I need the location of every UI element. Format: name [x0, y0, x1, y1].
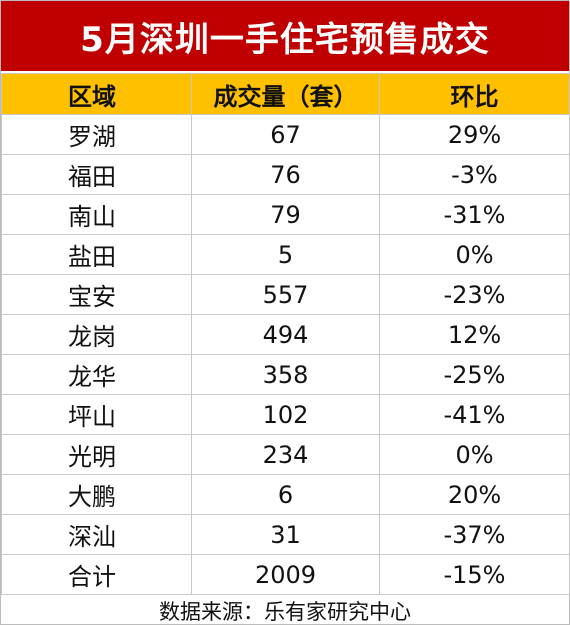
- table-cell: 宝安: [1, 274, 192, 315]
- table-cell: -41%: [379, 394, 570, 435]
- table-cell: 5: [191, 234, 380, 275]
- table-cell: -15%: [379, 554, 570, 595]
- header-cell: 环比: [379, 73, 570, 115]
- table-cell: -31%: [379, 194, 570, 235]
- table-row: 龙华 358 -25%: [1, 354, 570, 395]
- table-row: 龙岗 494 12%: [1, 314, 570, 355]
- table-row: 光明 234 0%: [1, 434, 570, 475]
- table-cell: 南山: [1, 194, 192, 235]
- table-cell: 罗湖: [1, 114, 192, 155]
- table-cell: -3%: [379, 154, 570, 195]
- table-cell: 坪山: [1, 394, 192, 435]
- table-cell: 494: [191, 314, 380, 355]
- table-cell: 12%: [379, 314, 570, 355]
- table-cell: 龙岗: [1, 314, 192, 355]
- table-cell: 龙华: [1, 354, 192, 395]
- table-cell: 557: [191, 274, 380, 315]
- table-cell: 0%: [379, 434, 570, 475]
- table-cell: 234: [191, 434, 380, 475]
- table-row: 合计 2009 -15%: [1, 554, 570, 595]
- table-row: 盐田 5 0%: [1, 234, 570, 275]
- table-cell: 20%: [379, 474, 570, 515]
- table-cell: 31: [191, 514, 380, 555]
- table-cell: -25%: [379, 354, 570, 395]
- table-row: 南山 79 -31%: [1, 194, 570, 235]
- data-table: 区域 成交量（套） 环比 罗湖 67 29% 福田 76 -3% 南山 79 -31% 盐田 5 0% 宝安…: [1, 73, 570, 595]
- table-cell: 67: [191, 114, 380, 155]
- table-cell: -23%: [379, 274, 570, 315]
- table-body: 罗湖 67 29% 福田 76 -3% 南山 79 -31% 盐田 5 0% 宝安 557 -23% 龙岗 49…: [1, 114, 570, 595]
- table-row: 宝安 557 -23%: [1, 274, 570, 315]
- header-cell: 成交量（套）: [191, 73, 380, 115]
- header-cell: 区域: [1, 73, 192, 115]
- table-cell: -37%: [379, 514, 570, 555]
- table-cell: 6: [191, 474, 380, 515]
- table-cell: 2009: [191, 554, 380, 595]
- table-cell: 29%: [379, 114, 570, 155]
- table-row: 罗湖 67 29%: [1, 114, 570, 155]
- table-row: 福田 76 -3%: [1, 154, 570, 195]
- table-row: 大鹏 6 20%: [1, 474, 570, 515]
- table-cell: 合计: [1, 554, 192, 595]
- table-cell: 0%: [379, 234, 570, 275]
- table-cell: 大鹏: [1, 474, 192, 515]
- table-cell: 358: [191, 354, 380, 395]
- header-row: 区域 成交量（套） 环比: [1, 73, 570, 115]
- table-cell: 79: [191, 194, 380, 235]
- table-cell: 76: [191, 154, 380, 195]
- table-row: 深汕 31 -37%: [1, 514, 570, 555]
- table-cell: 深汕: [1, 514, 192, 555]
- table-cell: 福田: [1, 154, 192, 195]
- source: 数据来源：乐有家研究中心: [159, 599, 411, 624]
- table-cell: 盐田: [1, 234, 192, 275]
- table-cell: 102: [191, 394, 380, 435]
- table-cell: 光明: [1, 434, 192, 475]
- table-row: 坪山 102 -41%: [1, 394, 570, 435]
- title: 5月深圳一手住宅预售成交: [1, 1, 569, 73]
